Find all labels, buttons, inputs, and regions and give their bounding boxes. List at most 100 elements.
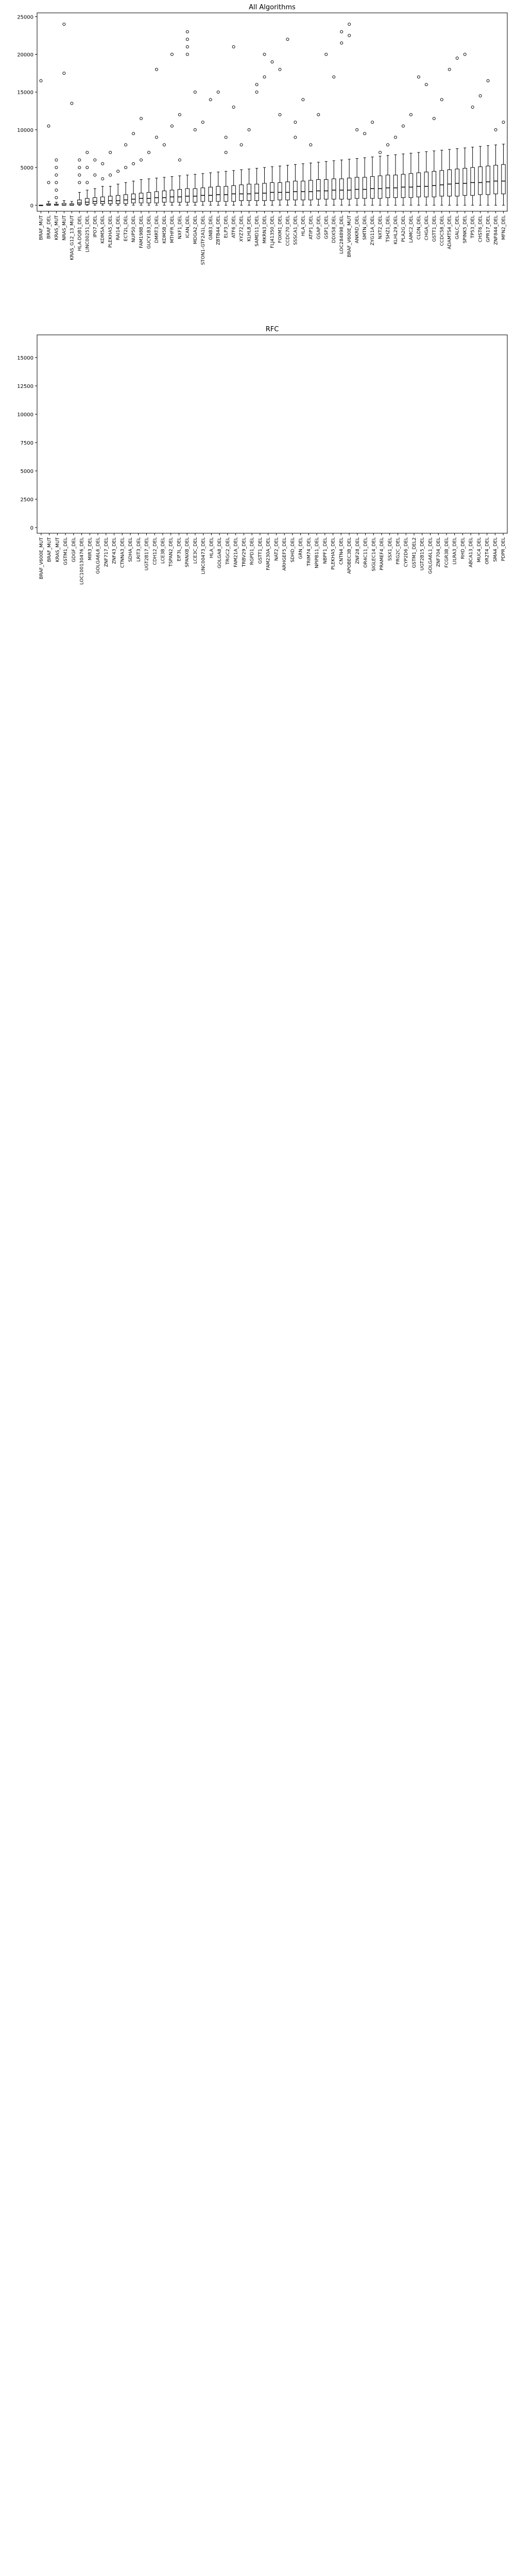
outlier-point xyxy=(55,189,58,192)
outlier-point xyxy=(286,38,289,41)
x-tick-label: MTHFR_DEL xyxy=(170,215,175,243)
x-tick-label: CHST6_DEL xyxy=(478,215,484,242)
x-tick-label: ZBTB44_DEL xyxy=(216,215,221,245)
outlier-point xyxy=(278,113,282,116)
x-tick-label: KLHL8_DEL xyxy=(247,215,252,242)
outlier-point xyxy=(109,150,112,154)
x-tick-label: GOLGA6L6_DEL xyxy=(96,537,101,574)
x-tick-label: MFN2_DEL xyxy=(502,215,507,240)
chart-title: RFC xyxy=(266,326,279,333)
outlier-point xyxy=(132,132,135,135)
x-tick-label: TRGC2_DEL xyxy=(226,537,231,565)
x-tick-label: CHGA_DEL xyxy=(424,215,430,240)
x-tick-label: XYZ72_DEL xyxy=(239,215,245,242)
x-tick-label: APOBEC3B_DEL xyxy=(347,537,352,574)
y-tick-label: 15000 xyxy=(17,90,33,96)
x-tick-label: SAMD11_DEL xyxy=(255,215,260,246)
x-tick-label: BRAF_V600E_MUT xyxy=(39,537,44,580)
outlier-point xyxy=(85,166,89,170)
y-tick-label: 10000 xyxy=(17,128,33,133)
outlier-point xyxy=(278,67,282,71)
x-tick-label: GSAP_DEL xyxy=(316,215,321,240)
box xyxy=(162,190,167,202)
box xyxy=(278,182,282,200)
outlier-point xyxy=(424,83,428,87)
outlier-point xyxy=(78,173,81,177)
x-tick-label: TRBV29_DEL xyxy=(242,537,247,567)
outlier-point xyxy=(432,116,436,120)
outlier-point xyxy=(270,60,274,64)
x-tick-label: RHD_DEL xyxy=(460,537,466,559)
box xyxy=(401,174,406,198)
box xyxy=(270,182,274,201)
box xyxy=(115,195,121,204)
x-tick-label: LCE3C_DEL xyxy=(193,537,198,564)
x-tick-label: IPO7_DEL xyxy=(93,215,98,238)
y-tick-label: 25000 xyxy=(17,14,33,20)
box xyxy=(108,196,113,204)
x-tick-label: GALC_DEL xyxy=(455,215,460,240)
x-tick-label: RGPD1_DEL xyxy=(250,537,255,565)
outlier-point xyxy=(294,135,297,139)
y-tick-label: 10000 xyxy=(17,412,33,418)
outlier-point xyxy=(55,166,58,170)
box xyxy=(247,183,251,201)
outlier-point xyxy=(140,116,143,120)
outlier-point xyxy=(247,128,251,131)
outlier-point xyxy=(255,83,259,87)
x-tick-label: SSX1_DEL xyxy=(388,537,393,561)
x-tick-label: FOXM1_DEL xyxy=(278,215,283,243)
x-tick-label: FAM198B_DEL xyxy=(139,215,144,248)
box xyxy=(501,164,506,194)
outlier-point xyxy=(47,181,50,184)
x-tick-label: GOLGA8_DEL xyxy=(217,537,222,568)
x-tick-label: ZNF844_DEL xyxy=(494,215,499,245)
x-tick-label: UGT2B17_DEL xyxy=(145,537,150,570)
outlier-point xyxy=(101,177,105,181)
box xyxy=(301,180,305,200)
outlier-point xyxy=(309,143,313,147)
y-tick-label: 5000 xyxy=(21,469,33,474)
box xyxy=(293,180,298,200)
x-tick-label: HLA-DQB1_DEL xyxy=(77,215,82,251)
x-tick-label: SDHA_DEL xyxy=(128,537,133,562)
box xyxy=(316,179,321,200)
outlier-point xyxy=(178,158,181,162)
box xyxy=(193,188,198,202)
outlier-point xyxy=(239,143,243,147)
box xyxy=(200,188,205,202)
x-tick-label: SPINK5_DEL xyxy=(463,215,468,243)
x-tick-label: SIGLEC14_DEL xyxy=(371,537,376,571)
x-tick-label: FAM230A_DEL xyxy=(266,537,271,570)
box xyxy=(486,165,490,195)
box xyxy=(424,172,429,197)
x-tick-label: NXF1_DEL xyxy=(178,215,183,239)
outlier-point xyxy=(124,166,128,170)
outlier-point xyxy=(193,90,197,94)
x-tick-label: PLEKHA5_DEL xyxy=(331,537,336,570)
x-tick-label: ABCA13_DEL xyxy=(469,537,474,567)
x-tick-label: CYP2D6_DEL xyxy=(404,537,409,567)
y-tick-label: 0 xyxy=(30,203,33,209)
x-tick-label: ATF6_DEL xyxy=(232,215,237,238)
outlier-point xyxy=(409,113,413,116)
outlier-point xyxy=(78,166,81,170)
outlier-point xyxy=(209,98,212,101)
plot-frame xyxy=(37,334,508,534)
outlier-point xyxy=(348,22,351,26)
x-tick-label: HLA_DEL xyxy=(209,537,214,558)
x-tick-label: TSPAN2_DEL xyxy=(169,537,174,567)
outlier-point xyxy=(417,75,420,79)
box xyxy=(131,193,136,204)
outlier-point xyxy=(255,90,259,94)
x-tick-label: RAI14_DEL xyxy=(116,215,121,240)
box xyxy=(77,199,82,205)
x-tick-label: GUCY1B3_DEL xyxy=(147,215,152,249)
y-tick-label: 0 xyxy=(30,526,33,531)
x-tick-label: FCGR3B_DEL xyxy=(444,537,450,568)
box xyxy=(285,181,290,200)
x-tick-label: ZYG11A_DEL xyxy=(370,215,375,245)
outlier-point xyxy=(471,105,474,109)
x-tick-label: CCDC58_DEL xyxy=(440,215,445,246)
outlier-point xyxy=(55,173,58,177)
